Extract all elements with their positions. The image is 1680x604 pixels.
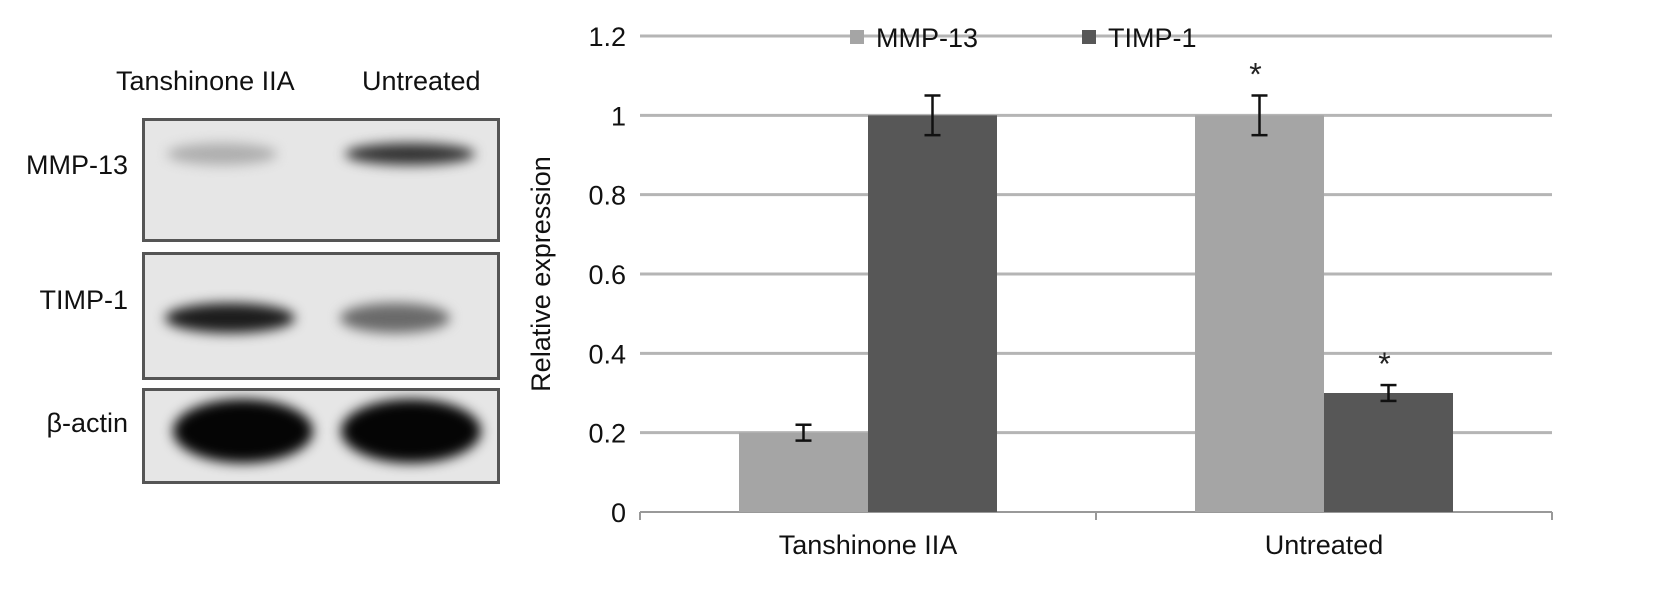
y-axis-label: Relative expression: [526, 156, 556, 392]
bar-mmp-13-0: [739, 432, 868, 512]
blot-band: [345, 143, 475, 165]
legend-swatch: [1082, 30, 1096, 44]
blot-band: [173, 399, 313, 463]
blot-band: [167, 143, 277, 165]
significance-marker: *: [1249, 57, 1261, 93]
blot-band: [340, 303, 450, 333]
blot-band: [165, 303, 295, 333]
legend-label: MMP-13: [876, 23, 978, 53]
y-tick-label: 0: [611, 498, 626, 528]
legend-label: TIMP-1: [1108, 23, 1197, 53]
bar-timp-1-1: [1324, 393, 1453, 512]
x-tick-label: Tanshinone IIA: [779, 530, 958, 560]
y-tick-label: 1.2: [588, 22, 626, 52]
y-tick-label: 1: [611, 101, 626, 131]
lane-label-tanshinone: Tanshinone IIA: [116, 66, 295, 96]
blot-panel-timp1: [142, 252, 500, 380]
x-tick-label: Untreated: [1265, 530, 1384, 560]
bar-timp-1-0: [868, 115, 997, 512]
y-tick-label: 0.8: [588, 181, 626, 211]
bar-mmp-13-1: [1195, 115, 1324, 512]
blot-panel-mmp13: [142, 118, 500, 242]
blot-band: [341, 399, 481, 463]
y-tick-label: 0.2: [588, 419, 626, 449]
legend-swatch: [850, 30, 864, 44]
y-tick-label: 0.4: [588, 339, 626, 369]
significance-marker: *: [1378, 346, 1390, 382]
row-label-beta-actin: β-actin: [46, 408, 128, 438]
y-tick-label: 0.6: [588, 260, 626, 290]
row-label-mmp13: MMP-13: [25, 150, 128, 180]
blot-panel-beta-actin: [142, 388, 500, 484]
lane-label-untreated: Untreated: [362, 66, 481, 96]
row-label-timp1: TIMP-1: [39, 285, 128, 315]
